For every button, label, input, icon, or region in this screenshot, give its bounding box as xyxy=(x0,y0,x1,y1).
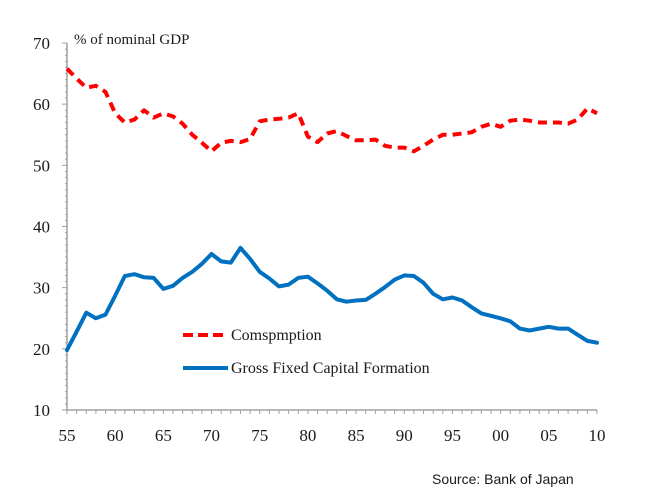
series-layer xyxy=(65,67,599,353)
x-tick-label: 75 xyxy=(251,426,268,445)
x-tick-label: 00 xyxy=(492,426,509,445)
y-tick-label: 20 xyxy=(33,340,50,359)
y-axis: 10 20 30 40 50 60 70 xyxy=(33,34,68,420)
series-line-consumption xyxy=(65,67,598,154)
legend-item-gfcf: Gross Fixed Capital Formation xyxy=(183,360,430,377)
x-axis: 55 60 65 70 75 80 85 90 95 00 05 10 xyxy=(59,409,606,445)
x-tick-label: 55 xyxy=(59,426,76,445)
legend: Comspmption Gross Fixed Capital Formatio… xyxy=(183,327,430,377)
y-tick-label: 40 xyxy=(33,218,50,237)
legend-label-consumption: Comspmption xyxy=(231,327,322,344)
x-tick-label: 70 xyxy=(203,426,220,445)
y-tick-label: 30 xyxy=(33,279,50,298)
x-tick-label: 10 xyxy=(589,426,606,445)
legend-label-gfcf: Gross Fixed Capital Formation xyxy=(231,360,430,377)
x-tick-label: 95 xyxy=(444,426,461,445)
y-tick-label: 50 xyxy=(33,156,50,175)
x-tick-label: 65 xyxy=(155,426,172,445)
x-tick-label: 85 xyxy=(348,426,365,445)
x-tick-label: 60 xyxy=(107,426,124,445)
y-tick-label: 70 xyxy=(33,34,50,53)
source-label: Source: Bank of Japan xyxy=(432,471,574,487)
series-line-gfcf xyxy=(65,245,599,353)
y-tick-label: 60 xyxy=(33,95,50,114)
x-tick-label: 05 xyxy=(540,426,557,445)
legend-item-consumption: Comspmption xyxy=(183,327,322,344)
x-tick-label: 80 xyxy=(299,426,316,445)
unit-label: % of nominal GDP xyxy=(74,32,189,48)
y-tick-label: 10 xyxy=(33,401,50,420)
x-tick-label: 90 xyxy=(396,426,413,445)
